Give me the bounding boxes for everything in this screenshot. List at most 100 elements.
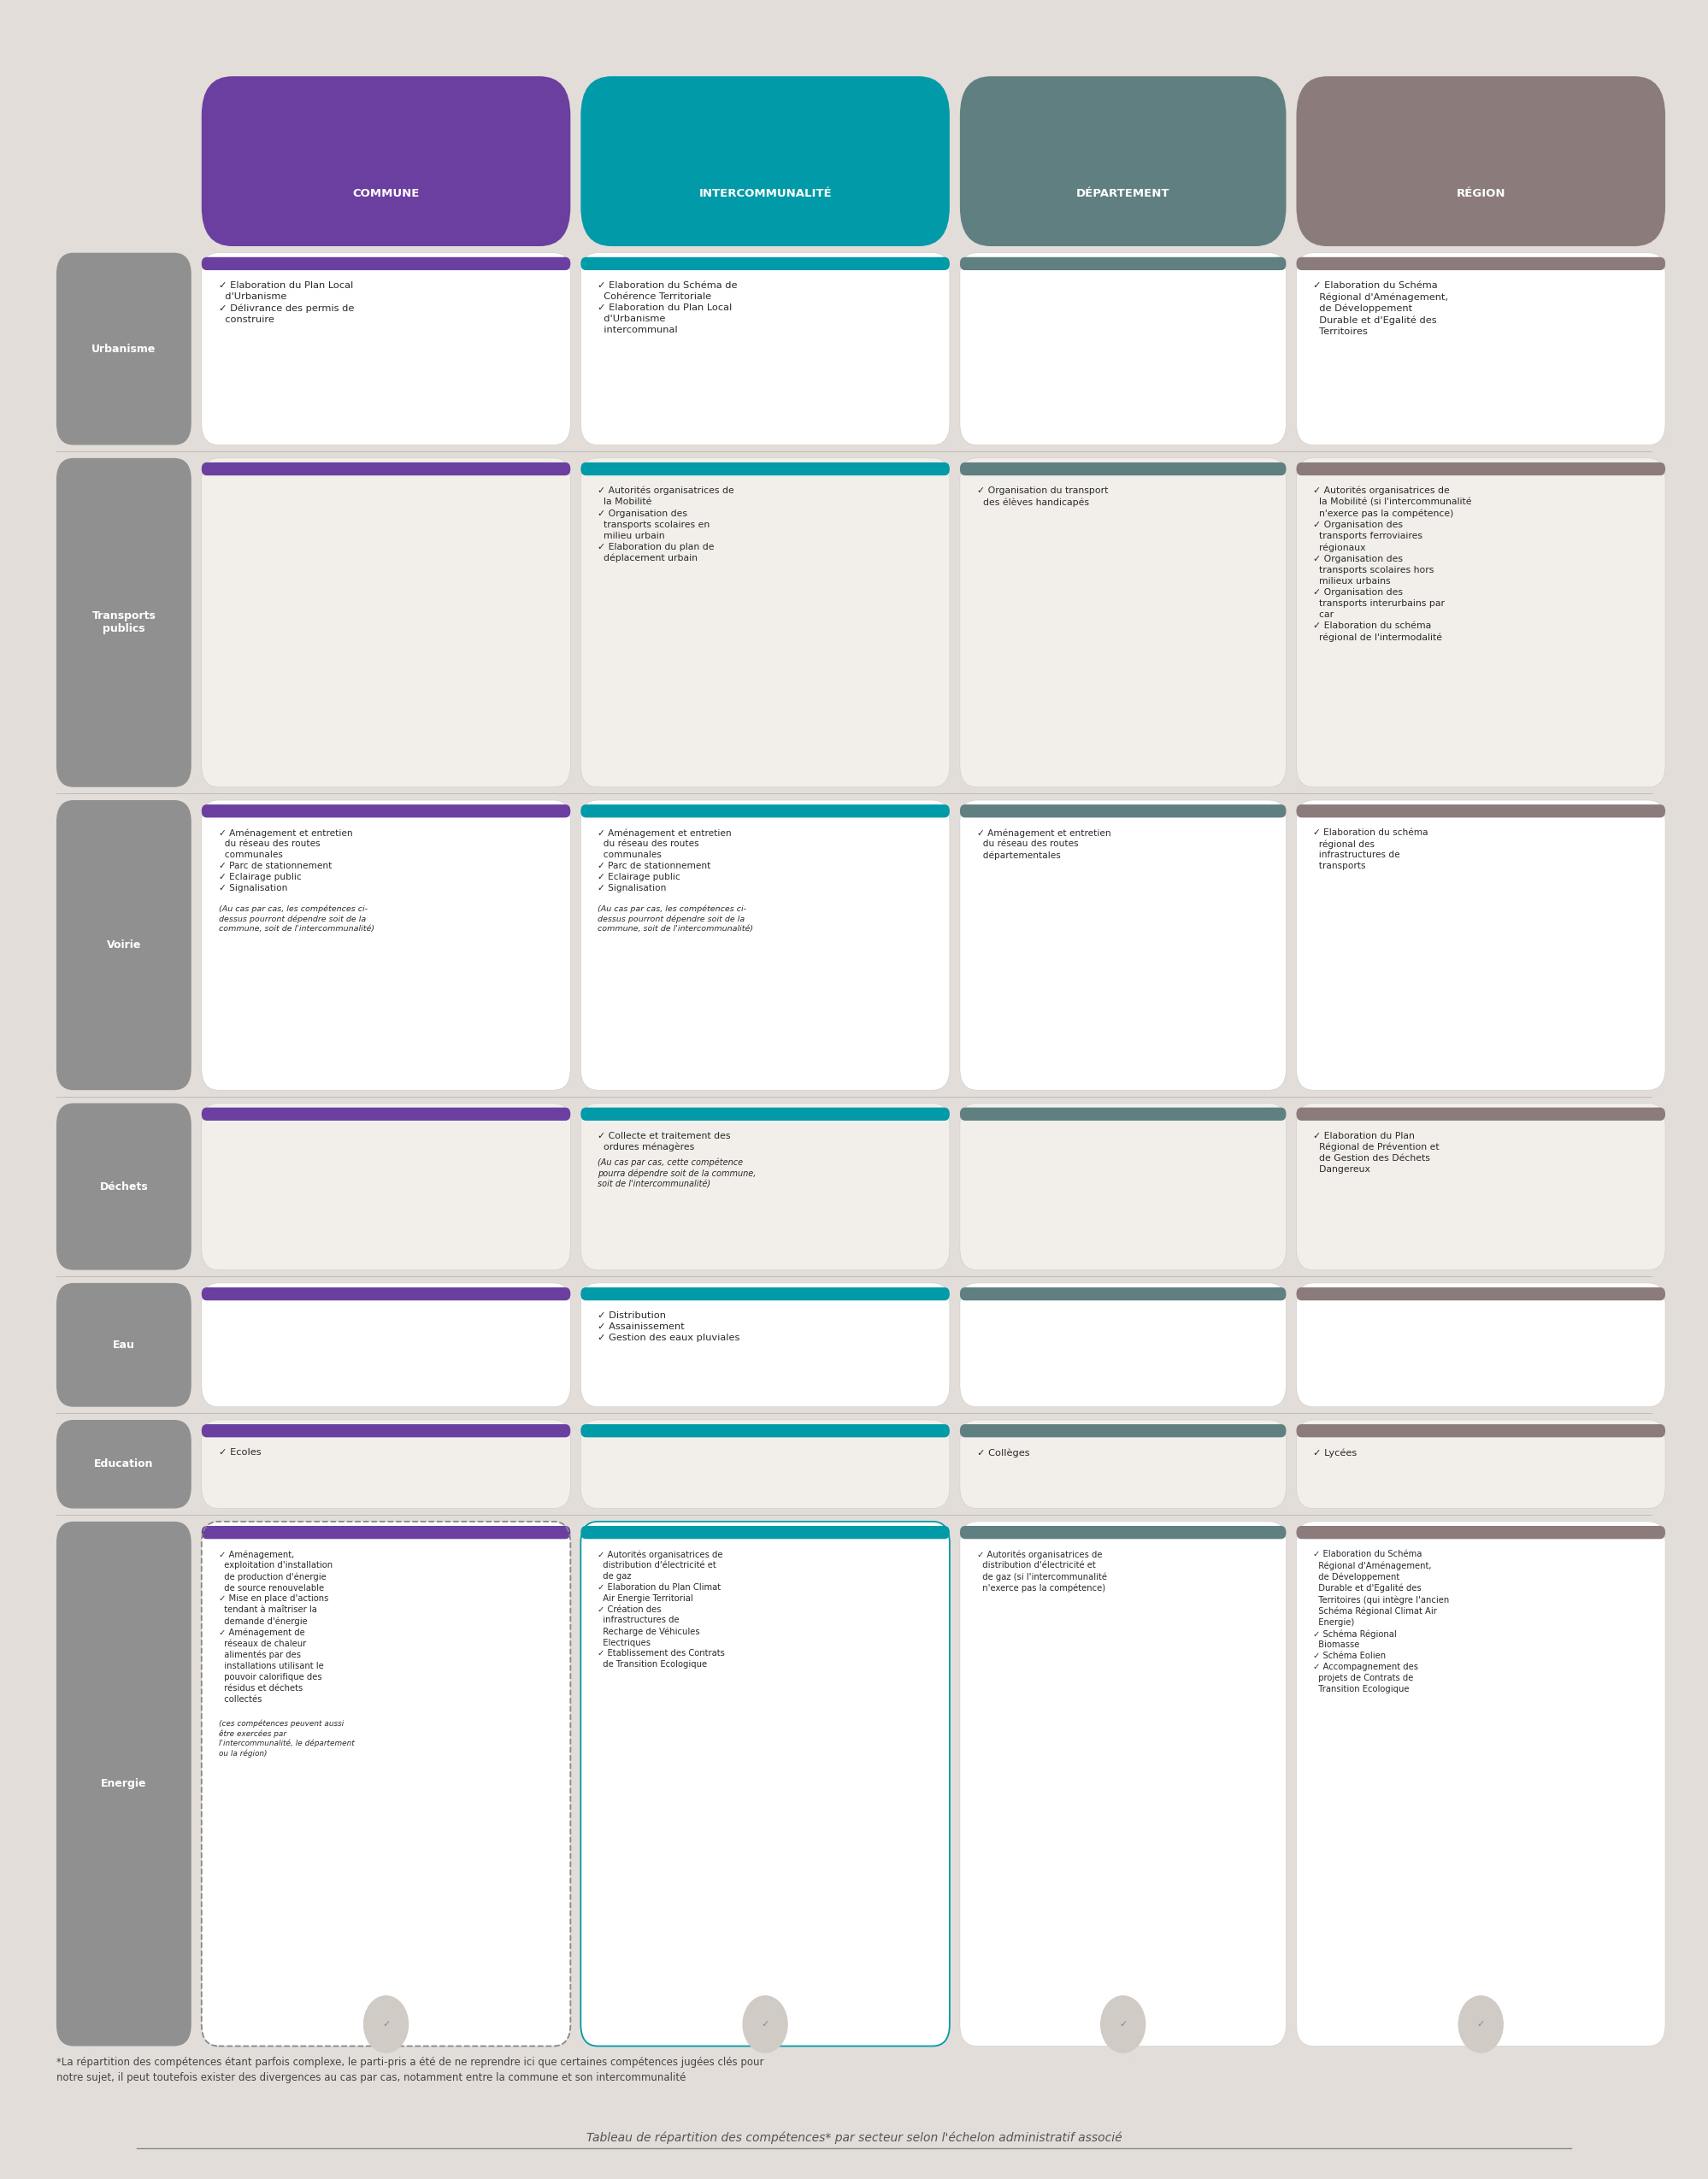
FancyBboxPatch shape: [202, 800, 570, 1090]
FancyBboxPatch shape: [1296, 1521, 1665, 2046]
FancyBboxPatch shape: [960, 1283, 1286, 1408]
FancyBboxPatch shape: [581, 253, 950, 445]
Text: Urbanisme: Urbanisme: [92, 344, 155, 355]
FancyBboxPatch shape: [202, 253, 570, 445]
FancyBboxPatch shape: [1296, 1425, 1665, 1438]
Text: INTERCOMMUNALITÉ: INTERCOMMUNALITÉ: [699, 187, 832, 200]
FancyBboxPatch shape: [581, 462, 950, 475]
FancyBboxPatch shape: [1296, 1421, 1665, 1508]
FancyBboxPatch shape: [960, 800, 1286, 1090]
Text: ✓ Elaboration du Schéma
  Régional d'Aménagement,
  de Développement
  Durable e: ✓ Elaboration du Schéma Régional d'Aména…: [1313, 281, 1448, 336]
FancyBboxPatch shape: [202, 462, 570, 475]
FancyBboxPatch shape: [581, 804, 950, 817]
FancyBboxPatch shape: [1296, 253, 1665, 445]
FancyBboxPatch shape: [960, 458, 1286, 787]
Text: ✓ Autorités organisatrices de
  distribution d'électricité et
  de gaz (si l'int: ✓ Autorités organisatrices de distributi…: [977, 1549, 1107, 1593]
FancyBboxPatch shape: [1296, 1103, 1665, 1270]
FancyBboxPatch shape: [202, 804, 570, 817]
FancyBboxPatch shape: [581, 1103, 950, 1270]
FancyBboxPatch shape: [1296, 257, 1665, 270]
Text: ✓: ✓: [383, 2020, 389, 2029]
Text: ✓ Elaboration du schéma
  régional des
  infrastructures de
  transports: ✓ Elaboration du schéma régional des inf…: [1313, 828, 1428, 869]
FancyBboxPatch shape: [56, 1521, 191, 2046]
FancyBboxPatch shape: [202, 1107, 570, 1120]
Text: ✓ Ecoles: ✓ Ecoles: [219, 1449, 261, 1458]
Text: ✓ Elaboration du Schéma de
  Cohérence Territoriale
✓ Elaboration du Plan Local
: ✓ Elaboration du Schéma de Cohérence Ter…: [598, 281, 738, 333]
FancyBboxPatch shape: [960, 1107, 1286, 1120]
Text: *La répartition des compétences étant parfois complexe, le parti-pris a été de n: *La répartition des compétences étant pa…: [56, 2057, 763, 2083]
FancyBboxPatch shape: [581, 458, 950, 787]
FancyBboxPatch shape: [960, 804, 1286, 817]
Text: ✓ Aménagement et entretien
  du réseau des routes
  communales
✓ Parc de station: ✓ Aménagement et entretien du réseau des…: [219, 828, 352, 891]
FancyBboxPatch shape: [56, 458, 191, 787]
FancyBboxPatch shape: [1296, 1107, 1665, 1120]
FancyBboxPatch shape: [1296, 1283, 1665, 1408]
Text: ✓ Aménagement et entretien
  du réseau des routes
  communales
✓ Parc de station: ✓ Aménagement et entretien du réseau des…: [598, 828, 753, 915]
FancyBboxPatch shape: [581, 257, 950, 270]
FancyBboxPatch shape: [960, 257, 1286, 270]
FancyBboxPatch shape: [56, 800, 191, 1090]
FancyBboxPatch shape: [202, 1103, 570, 1270]
FancyBboxPatch shape: [581, 76, 950, 246]
Text: (Au cas par cas, les compétences ci-
dessus pourront dépendre soit de la
commune: (Au cas par cas, les compétences ci- des…: [598, 904, 753, 933]
Text: ✓ Collèges: ✓ Collèges: [977, 1449, 1030, 1458]
Text: ✓: ✓: [1119, 2020, 1127, 2029]
Circle shape: [364, 1996, 408, 2053]
FancyBboxPatch shape: [581, 1107, 950, 1120]
FancyBboxPatch shape: [202, 458, 570, 787]
Text: ✓ Collecte et traitement des
  ordures ménagères: ✓ Collecte et traitement des ordures mén…: [598, 1131, 731, 1151]
FancyBboxPatch shape: [56, 253, 191, 445]
FancyBboxPatch shape: [202, 257, 570, 270]
FancyBboxPatch shape: [960, 253, 1286, 445]
FancyBboxPatch shape: [1296, 800, 1665, 1090]
Text: ✓ Elaboration du Schéma
  Régional d'Aménagement,
  de Développement
  Durable e: ✓ Elaboration du Schéma Régional d'Aména…: [1313, 1549, 1450, 1693]
FancyBboxPatch shape: [581, 800, 950, 1090]
FancyBboxPatch shape: [202, 1288, 570, 1301]
FancyBboxPatch shape: [960, 1521, 1286, 2046]
FancyBboxPatch shape: [1296, 462, 1665, 475]
Text: ✓ Elaboration du Plan
  Régional de Prévention et
  de Gestion des Déchets
  Dan: ✓ Elaboration du Plan Régional de Préven…: [1313, 1131, 1440, 1174]
Circle shape: [1102, 1996, 1146, 2053]
Text: ✓ Organisation du transport
  des élèves handicapés: ✓ Organisation du transport des élèves h…: [977, 486, 1108, 508]
FancyBboxPatch shape: [1296, 1288, 1665, 1301]
Text: ✓ Autorités organisatrices de
  la Mobilité (si l'intercommunalité
  n'exerce pa: ✓ Autorités organisatrices de la Mobilit…: [1313, 486, 1472, 643]
Text: ✓ Elaboration du Plan Local
  d'Urbanisme
✓ Délivrance des permis de
  construir: ✓ Elaboration du Plan Local d'Urbanisme …: [219, 281, 354, 325]
FancyBboxPatch shape: [581, 1521, 950, 2046]
FancyBboxPatch shape: [960, 1421, 1286, 1508]
Text: ✓ Aménagement,
  exploitation d'installation
  de production d'énergie
  de sour: ✓ Aménagement, exploitation d'installati…: [219, 1549, 354, 1728]
FancyBboxPatch shape: [581, 1288, 950, 1301]
Text: DÉPARTEMENT: DÉPARTEMENT: [1076, 187, 1170, 200]
Text: Voirie: Voirie: [106, 939, 142, 950]
Text: (ces compétences peuvent aussi
être exercées par
l'intercommunalité, le départem: (ces compétences peuvent aussi être exer…: [219, 1719, 354, 1758]
FancyBboxPatch shape: [1296, 1525, 1665, 1538]
FancyBboxPatch shape: [960, 1288, 1286, 1301]
Circle shape: [1459, 1996, 1503, 2053]
FancyBboxPatch shape: [1296, 76, 1665, 246]
Text: ✓ Lycées: ✓ Lycées: [1313, 1449, 1358, 1458]
Text: Energie: Energie: [101, 1778, 147, 1789]
Text: (Au cas par cas, cette compétence
pourra dépendre soit de la commune,
soit de l': (Au cas par cas, cette compétence pourra…: [598, 1157, 757, 1188]
FancyBboxPatch shape: [202, 1425, 570, 1438]
FancyBboxPatch shape: [581, 1421, 950, 1508]
FancyBboxPatch shape: [960, 1425, 1286, 1438]
FancyBboxPatch shape: [202, 1283, 570, 1408]
FancyBboxPatch shape: [960, 462, 1286, 475]
Text: RÉGION: RÉGION: [1457, 187, 1505, 200]
Text: ✓: ✓: [1477, 2020, 1484, 2029]
Text: ✓ Aménagement et entretien
  du réseau des routes
  communales
✓ Parc de station: ✓ Aménagement et entretien du réseau des…: [598, 828, 731, 891]
FancyBboxPatch shape: [960, 1103, 1286, 1270]
FancyBboxPatch shape: [56, 1103, 191, 1270]
Text: Déchets: Déchets: [99, 1181, 149, 1192]
FancyBboxPatch shape: [960, 76, 1286, 246]
Text: ✓ Aménagement et entretien
  du réseau des routes
  communales
✓ Parc de station: ✓ Aménagement et entretien du réseau des…: [219, 828, 374, 915]
FancyBboxPatch shape: [581, 1525, 950, 1538]
Circle shape: [743, 1996, 787, 2053]
FancyBboxPatch shape: [1296, 804, 1665, 817]
Text: Tableau de répartition des compétences* par secteur selon l'échelon administrati: Tableau de répartition des compétences* …: [586, 2131, 1122, 2144]
Text: ✓: ✓: [762, 2020, 769, 2029]
Text: ✓ Autorités organisatrices de
  distribution d'électricité et
  de gaz
✓ Elabora: ✓ Autorités organisatrices de distributi…: [598, 1549, 726, 1669]
FancyBboxPatch shape: [1296, 458, 1665, 787]
FancyBboxPatch shape: [202, 1521, 570, 2046]
Text: (Au cas par cas, les compétences ci-
dessus pourront dépendre soit de la
commune: (Au cas par cas, les compétences ci- des…: [219, 904, 374, 933]
FancyBboxPatch shape: [56, 1283, 191, 1408]
